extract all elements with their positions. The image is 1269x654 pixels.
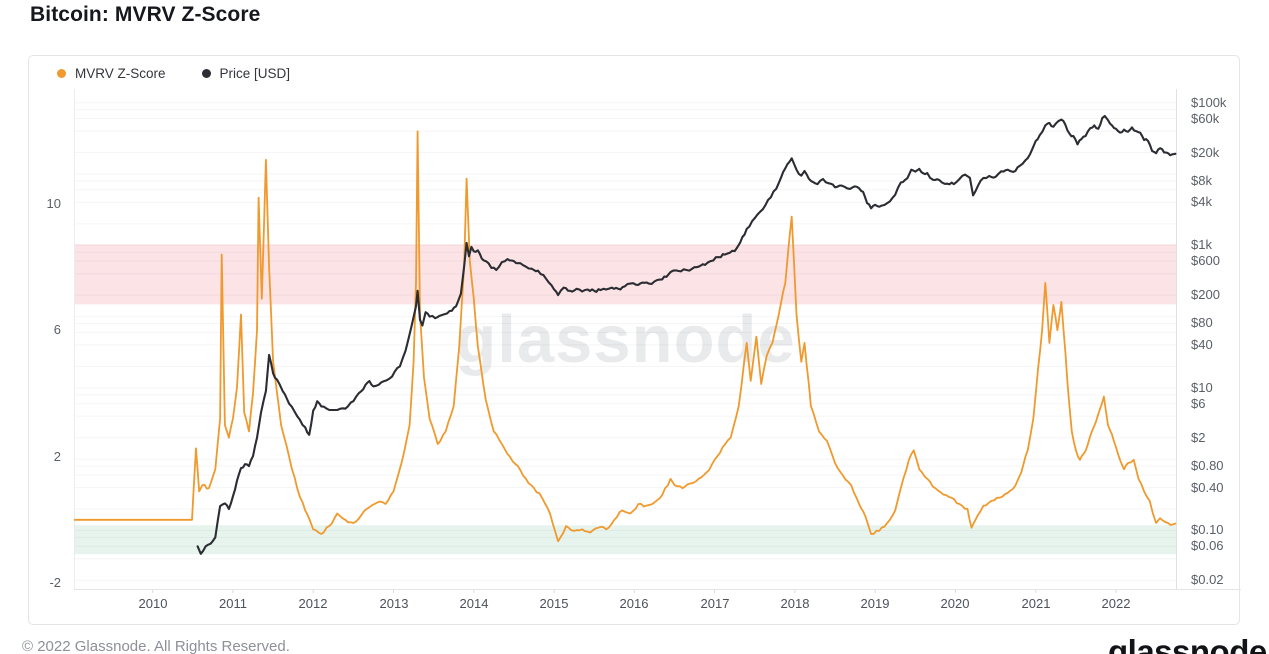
legend-label: MVRV Z-Score xyxy=(75,66,166,81)
x-tick-label: 2020 xyxy=(940,596,970,611)
mvrv-series-dot-icon xyxy=(57,69,66,78)
undervalued-zone-band xyxy=(74,525,1177,555)
chart-plot-area[interactable] xyxy=(74,89,1177,594)
y-right-tick-label: $200 xyxy=(1191,287,1220,302)
y-left-tick-label: 6 xyxy=(53,322,61,337)
y-left-tick-label: 10 xyxy=(46,196,61,211)
y-right-tick-label: $0.02 xyxy=(1191,572,1224,587)
x-tick-label: 2022 xyxy=(1101,596,1131,611)
price-line xyxy=(196,114,1177,555)
x-tick-label: 2010 xyxy=(138,596,168,611)
x-tick-label: 2016 xyxy=(619,596,649,611)
y-right-tick-label: $600 xyxy=(1191,253,1220,268)
y-right-tick-label: $100k xyxy=(1191,95,1227,110)
legend-item-price-usd[interactable]: Price [USD] xyxy=(201,66,291,81)
copyright-text: © 2022 Glassnode. All Rights Reserved. xyxy=(22,638,290,654)
glassnode-logo: glassnode xyxy=(1108,633,1267,654)
price-series-dot-icon xyxy=(201,69,211,78)
legend-item-mvrv-z-score[interactable]: MVRV Z-Score xyxy=(57,66,166,81)
x-tick-label: 2017 xyxy=(700,596,730,611)
y-right-tick-label: $2 xyxy=(1191,430,1206,445)
mvrv-zscore-line xyxy=(74,130,1177,543)
y-right-tick-label: $1k xyxy=(1191,237,1212,252)
y-left-tick-label: 2 xyxy=(53,449,61,464)
y-right-tick-label: $60k xyxy=(1191,111,1220,126)
y-right-tick-label: $0.06 xyxy=(1191,538,1224,553)
y-right-tick-label: $10 xyxy=(1191,380,1213,395)
page-title: Bitcoin: MVRV Z-Score xyxy=(30,3,261,26)
y-right-tick-label: $0.80 xyxy=(1191,458,1224,473)
y-right-tick-label: $0.40 xyxy=(1191,480,1224,495)
y-right-tick-label: $40 xyxy=(1191,337,1213,352)
x-tick-label: 2012 xyxy=(298,596,328,611)
x-tick-label: 2014 xyxy=(459,596,489,611)
legend-label: Price [USD] xyxy=(219,66,291,81)
y-right-tick-label: $8k xyxy=(1191,173,1212,188)
x-tick-label: 2013 xyxy=(379,596,409,611)
y-left-tick-label: -2 xyxy=(49,575,61,590)
x-axis-line xyxy=(74,589,1241,590)
y-right-tick-label: $20k xyxy=(1191,145,1220,160)
y-right-tick-label: $6 xyxy=(1191,396,1206,411)
y-right-tick-label: $80 xyxy=(1191,315,1213,330)
x-tick-label: 2019 xyxy=(860,596,890,611)
x-tick-label: 2011 xyxy=(219,596,247,611)
x-tick-label: 2015 xyxy=(539,596,569,611)
x-tick-label: 2021 xyxy=(1021,596,1051,611)
chart-legend: MVRV Z-Score Price [USD] xyxy=(57,66,290,81)
x-tick-label: 2018 xyxy=(780,596,810,611)
chart-card: MVRV Z-Score Price [USD] glassnode 10 6 2-… xyxy=(28,55,1241,625)
y-right-tick-label: $0.10 xyxy=(1191,522,1224,537)
y-right-tick-label: $4k xyxy=(1191,194,1212,209)
